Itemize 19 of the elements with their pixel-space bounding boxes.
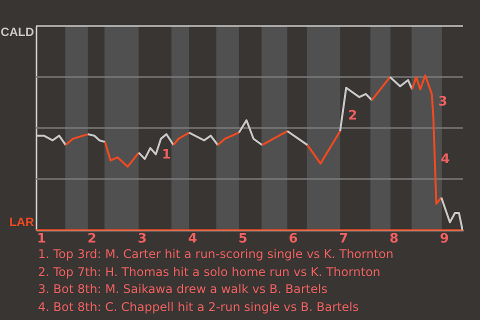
x-tick-label: 9 — [440, 232, 449, 246]
x-tick-label: 2 — [87, 232, 96, 246]
x-tick-label: 3 — [138, 232, 147, 246]
annotation: 1 — [162, 147, 171, 162]
x-tick-label: 4 — [188, 232, 198, 246]
x-tick-label: 1 — [37, 232, 46, 246]
x-tick-label: 5 — [238, 232, 248, 246]
ref-line-label: LAR — [9, 215, 34, 229]
ref-line-label: CALD — [0, 25, 34, 39]
x-tick-label: 7 — [339, 232, 348, 246]
text: 2. Top 7th: H. Thomas hit a solo home run vs K. Thornton — [38, 264, 382, 280]
x-tick-label: 6 — [288, 232, 298, 246]
x-tick-label: 8 — [389, 232, 399, 246]
annotation: 2 — [348, 108, 358, 124]
text: 3. Bot 8th: M. Saikawa drew a walk vs B. Bartels — [38, 281, 328, 298]
text: 1. Top 3rd: M. Carter hit a run-scoring single vs K. Thornton — [38, 246, 394, 263]
annotation: 4 — [440, 152, 450, 167]
annotation: 3 — [438, 94, 448, 110]
text: 4. Bot 8th: C. Chappell hit a 2-run single vs B. Bartels — [38, 298, 360, 316]
